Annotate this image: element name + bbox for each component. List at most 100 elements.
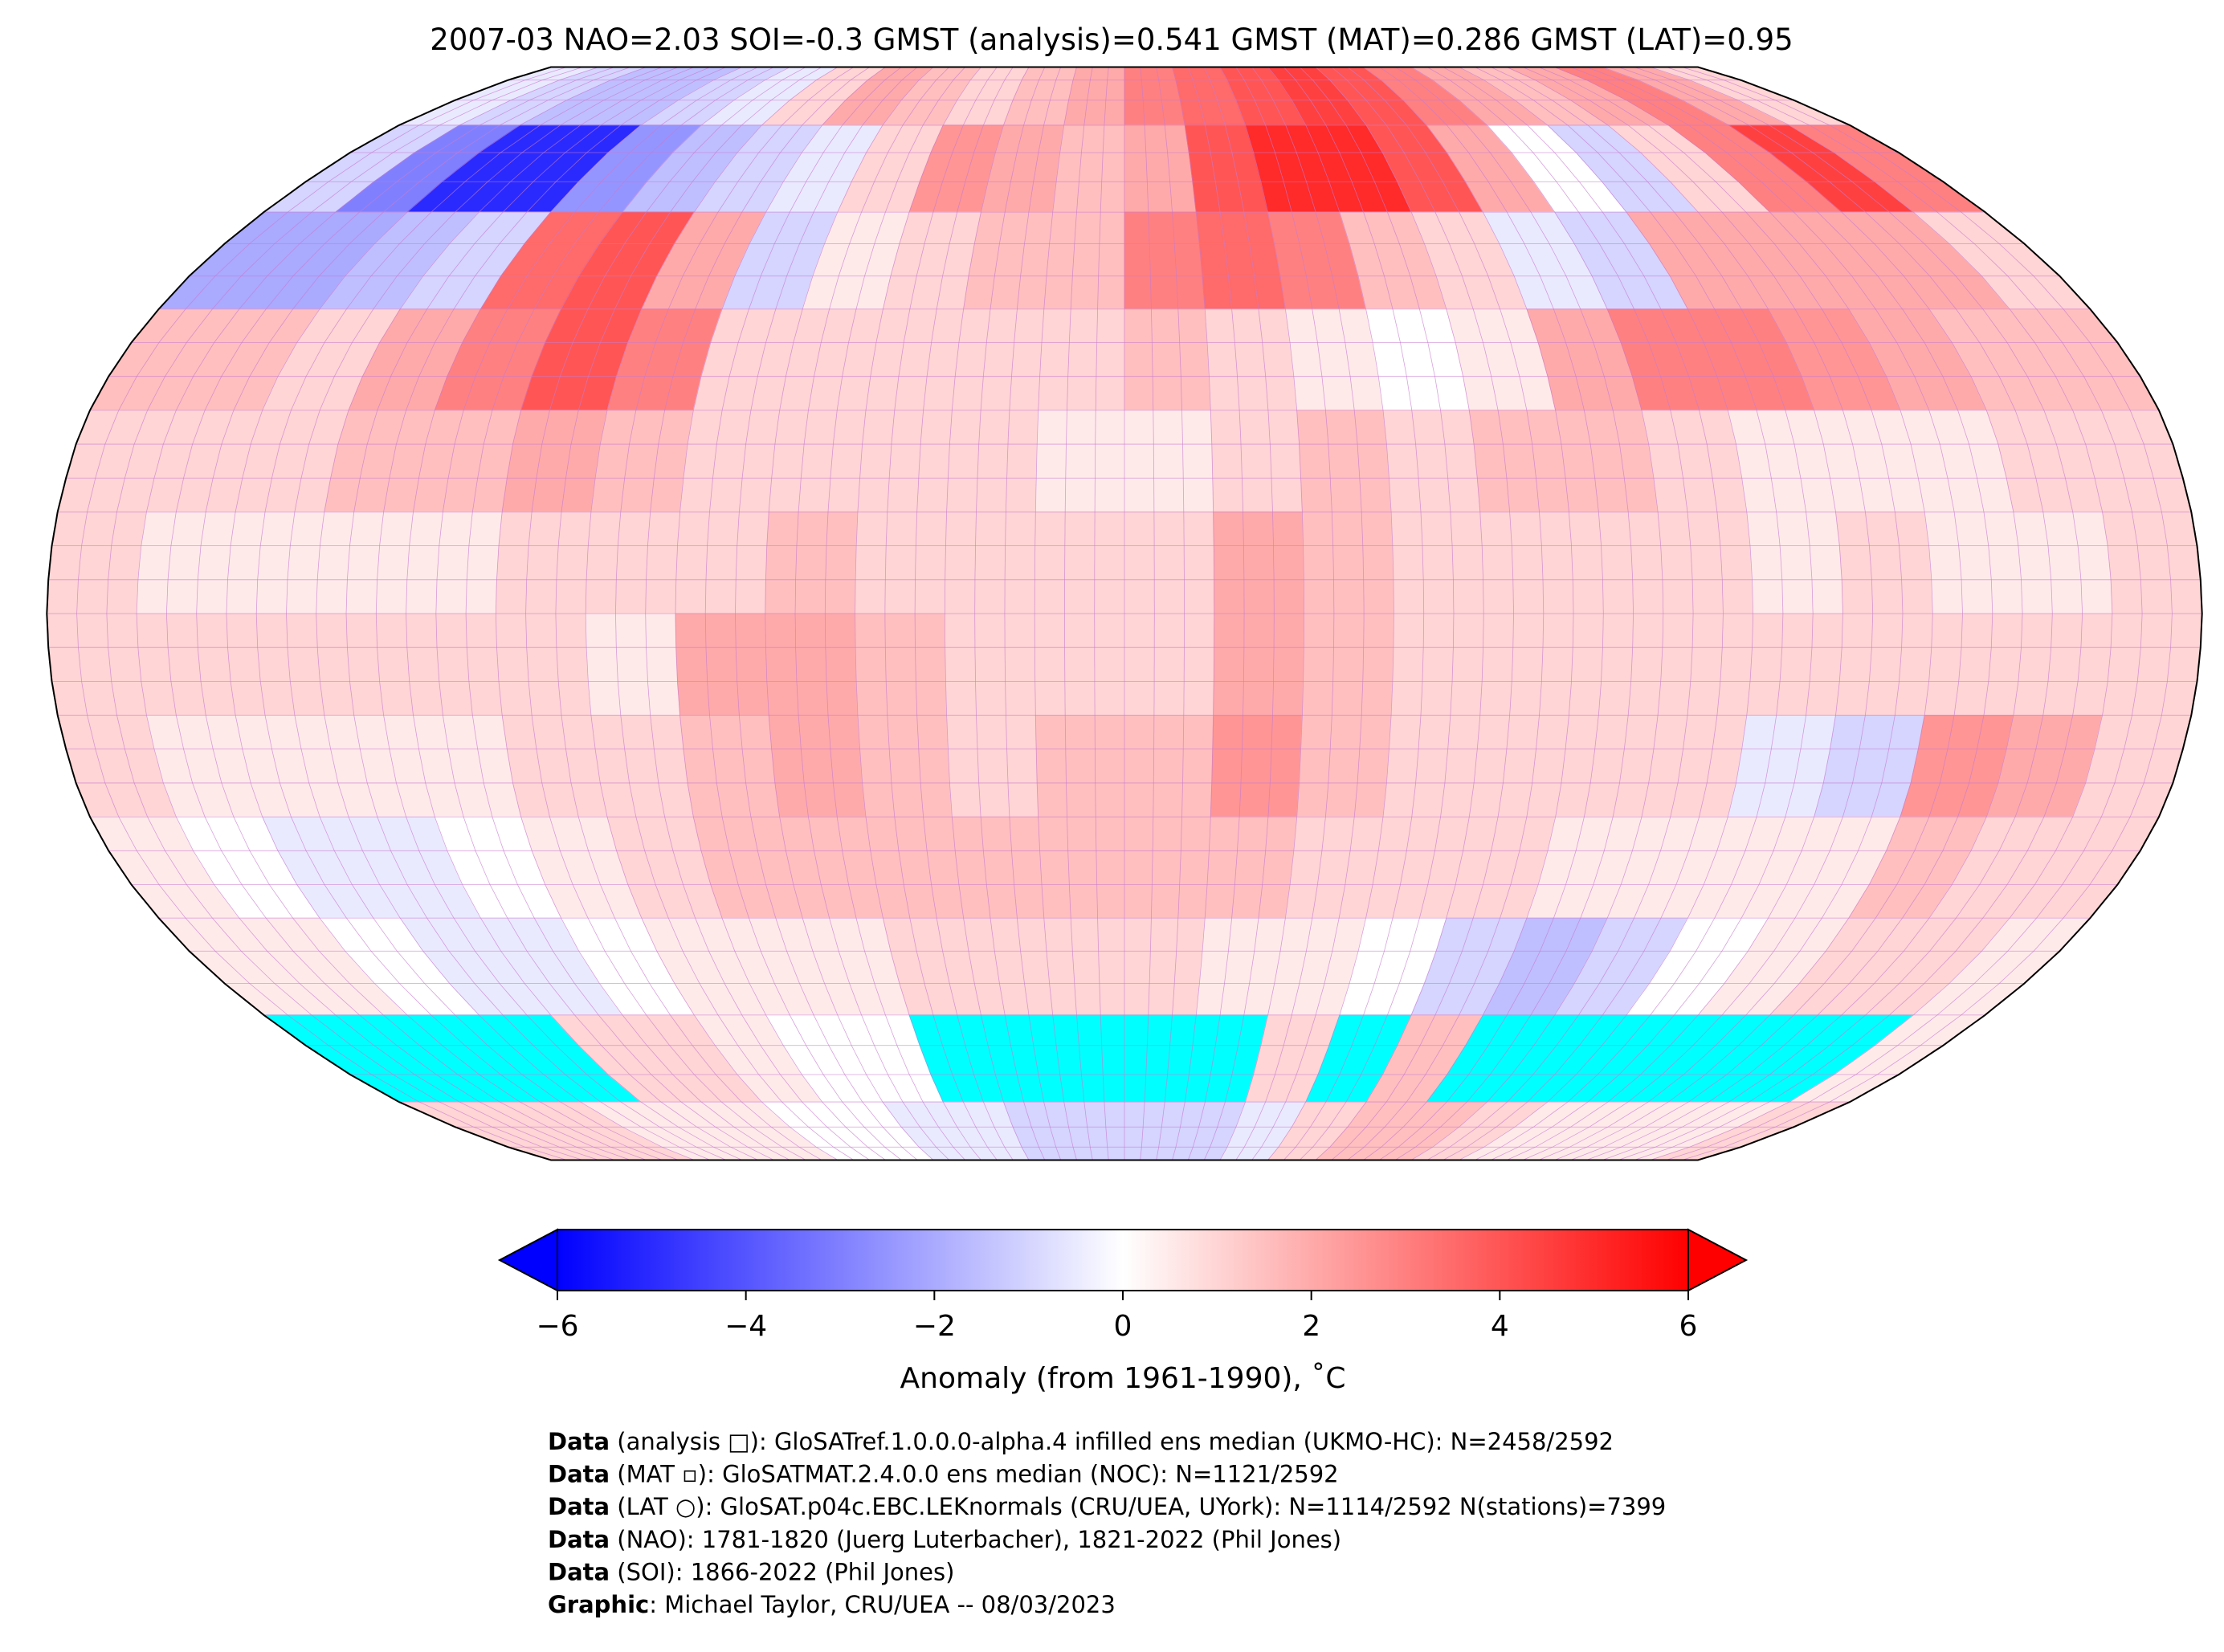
footer-line: Graphic: Michael Taylor, CRU/UEA -- 08/0… bbox=[548, 1591, 1116, 1618]
grid-cell bbox=[1284, 308, 1384, 411]
grid-cell bbox=[946, 715, 1039, 818]
grid-cell bbox=[1555, 410, 1659, 512]
chart-title: 2007-03 NAO=2.03 SOI=-0.3 GMST (analysis… bbox=[430, 22, 1793, 57]
grid-cell bbox=[1641, 410, 1748, 512]
grid-cell bbox=[590, 410, 694, 512]
grid-cell bbox=[768, 410, 867, 512]
grid-cell bbox=[1568, 511, 1664, 614]
grid-cell bbox=[1204, 308, 1298, 411]
grid-cell bbox=[1213, 511, 1305, 614]
grid-cell bbox=[1043, 917, 1125, 1016]
grid-cell bbox=[1124, 410, 1214, 512]
grid-cell bbox=[1301, 613, 1394, 716]
grid-cell bbox=[1468, 410, 1569, 512]
map-outline bbox=[46, 66, 2203, 1161]
grid-cell bbox=[1296, 715, 1392, 818]
grid-cell bbox=[1124, 917, 1206, 1016]
grid-cell bbox=[585, 613, 681, 716]
colorbar-extend-high bbox=[1687, 1228, 1749, 1292]
grid-cell bbox=[2102, 613, 2202, 716]
footer-line: Data (NAO): 1781-1820 (Juerg Luterbacher… bbox=[548, 1526, 1341, 1553]
grid-cell bbox=[2013, 613, 2113, 716]
grid-cell bbox=[675, 613, 769, 716]
grid-cell bbox=[1034, 715, 1125, 818]
grid-cell bbox=[136, 613, 236, 716]
grid-cell bbox=[1284, 816, 1384, 919]
grid-cell bbox=[316, 613, 414, 716]
grid-cell bbox=[1746, 511, 1843, 614]
grid-cell bbox=[946, 410, 1039, 512]
colorbar-tick-label: 0 bbox=[1114, 1310, 1132, 1343]
grid-cell bbox=[1052, 1014, 1125, 1103]
grid-cell bbox=[501, 410, 608, 512]
grid-cell bbox=[1124, 511, 1215, 614]
colorbar-tick-label: 4 bbox=[1491, 1310, 1509, 1343]
grid-cell bbox=[1043, 211, 1125, 310]
grid-cell bbox=[1038, 308, 1125, 411]
grid-cell bbox=[585, 511, 681, 614]
grid-cell bbox=[944, 613, 1036, 716]
grid-cell bbox=[406, 511, 503, 614]
grid-cell bbox=[1210, 410, 1303, 512]
grid-cell bbox=[1390, 511, 1484, 614]
grid-cell bbox=[1479, 613, 1574, 716]
footer-line: Data (LAT ○): GloSAT.p04c.EBC.LEKnormals… bbox=[548, 1493, 1666, 1520]
colorbar-bar bbox=[557, 1229, 1689, 1291]
grid-cell bbox=[316, 511, 414, 614]
grid-cell bbox=[1468, 715, 1569, 818]
grid-cell bbox=[47, 613, 147, 716]
grid-cell bbox=[1382, 410, 1481, 512]
grid-cell bbox=[1555, 715, 1659, 818]
colorbar-tick-label: 2 bbox=[1302, 1310, 1320, 1343]
grid-cell bbox=[679, 410, 781, 512]
world-map bbox=[46, 66, 2203, 1161]
grid-cell bbox=[1034, 613, 1125, 716]
footer-credits: Data (analysis □): GloSATref.1.0.0.0-alp… bbox=[548, 1428, 1666, 1618]
grid-cell bbox=[1746, 613, 1843, 716]
grid-cell bbox=[951, 308, 1045, 411]
grid-cell bbox=[765, 511, 859, 614]
grid-cell bbox=[1657, 511, 1754, 614]
grid-cell bbox=[1124, 211, 1206, 310]
grid-cell bbox=[226, 511, 325, 614]
grid-cell bbox=[590, 715, 694, 818]
colorbar-tick-label: −4 bbox=[724, 1310, 767, 1343]
grid-cell bbox=[2102, 511, 2202, 614]
grid-cell bbox=[1924, 511, 2023, 614]
grid-cell bbox=[1210, 715, 1303, 818]
colorbar: −6 −4 −2 0 2 4 6 Anomaly (from 1961-1990), ˚C bbox=[497, 1228, 1749, 1395]
grid-cell bbox=[495, 511, 592, 614]
grid-cell bbox=[1390, 613, 1484, 716]
grid-cell bbox=[1924, 613, 2023, 716]
grid-cell bbox=[226, 613, 325, 716]
grid-cell bbox=[1657, 613, 1754, 716]
grid-cell bbox=[1834, 613, 1933, 716]
anomaly-grid bbox=[47, 67, 2202, 1160]
grid-cell bbox=[406, 613, 503, 716]
grid-cell bbox=[1204, 816, 1298, 919]
grid-cell bbox=[1038, 816, 1125, 919]
grid-cell bbox=[1382, 715, 1481, 818]
grid-cell bbox=[944, 511, 1036, 614]
grid-cell bbox=[1641, 715, 1748, 818]
colorbar-tick-label: −2 bbox=[913, 1310, 956, 1343]
footer-line: Data (analysis □): GloSATref.1.0.0.0-alp… bbox=[548, 1428, 1614, 1455]
grid-cell bbox=[1124, 816, 1211, 919]
colorbar-tick-label: −6 bbox=[536, 1310, 578, 1343]
grid-cell bbox=[768, 715, 867, 818]
colorbar-extend-low bbox=[497, 1228, 558, 1292]
footer-line: Data (SOI): 1866-2022 (Phil Jones) bbox=[548, 1558, 954, 1585]
graticule bbox=[47, 67, 2202, 1160]
grid-cell bbox=[1301, 511, 1394, 614]
grid-cell bbox=[1124, 124, 1197, 213]
grid-cell bbox=[765, 613, 859, 716]
grid-cell bbox=[865, 816, 965, 919]
grid-cell bbox=[1124, 308, 1211, 411]
grid-cell bbox=[1568, 613, 1664, 716]
grid-cell bbox=[857, 410, 953, 512]
grid-cell bbox=[1034, 511, 1125, 614]
grid-cell bbox=[1124, 613, 1215, 716]
grid-cell bbox=[855, 511, 948, 614]
footer-line: Data (MAT ▫): GloSATMAT.2.4.0.0 ens medi… bbox=[548, 1461, 1339, 1488]
